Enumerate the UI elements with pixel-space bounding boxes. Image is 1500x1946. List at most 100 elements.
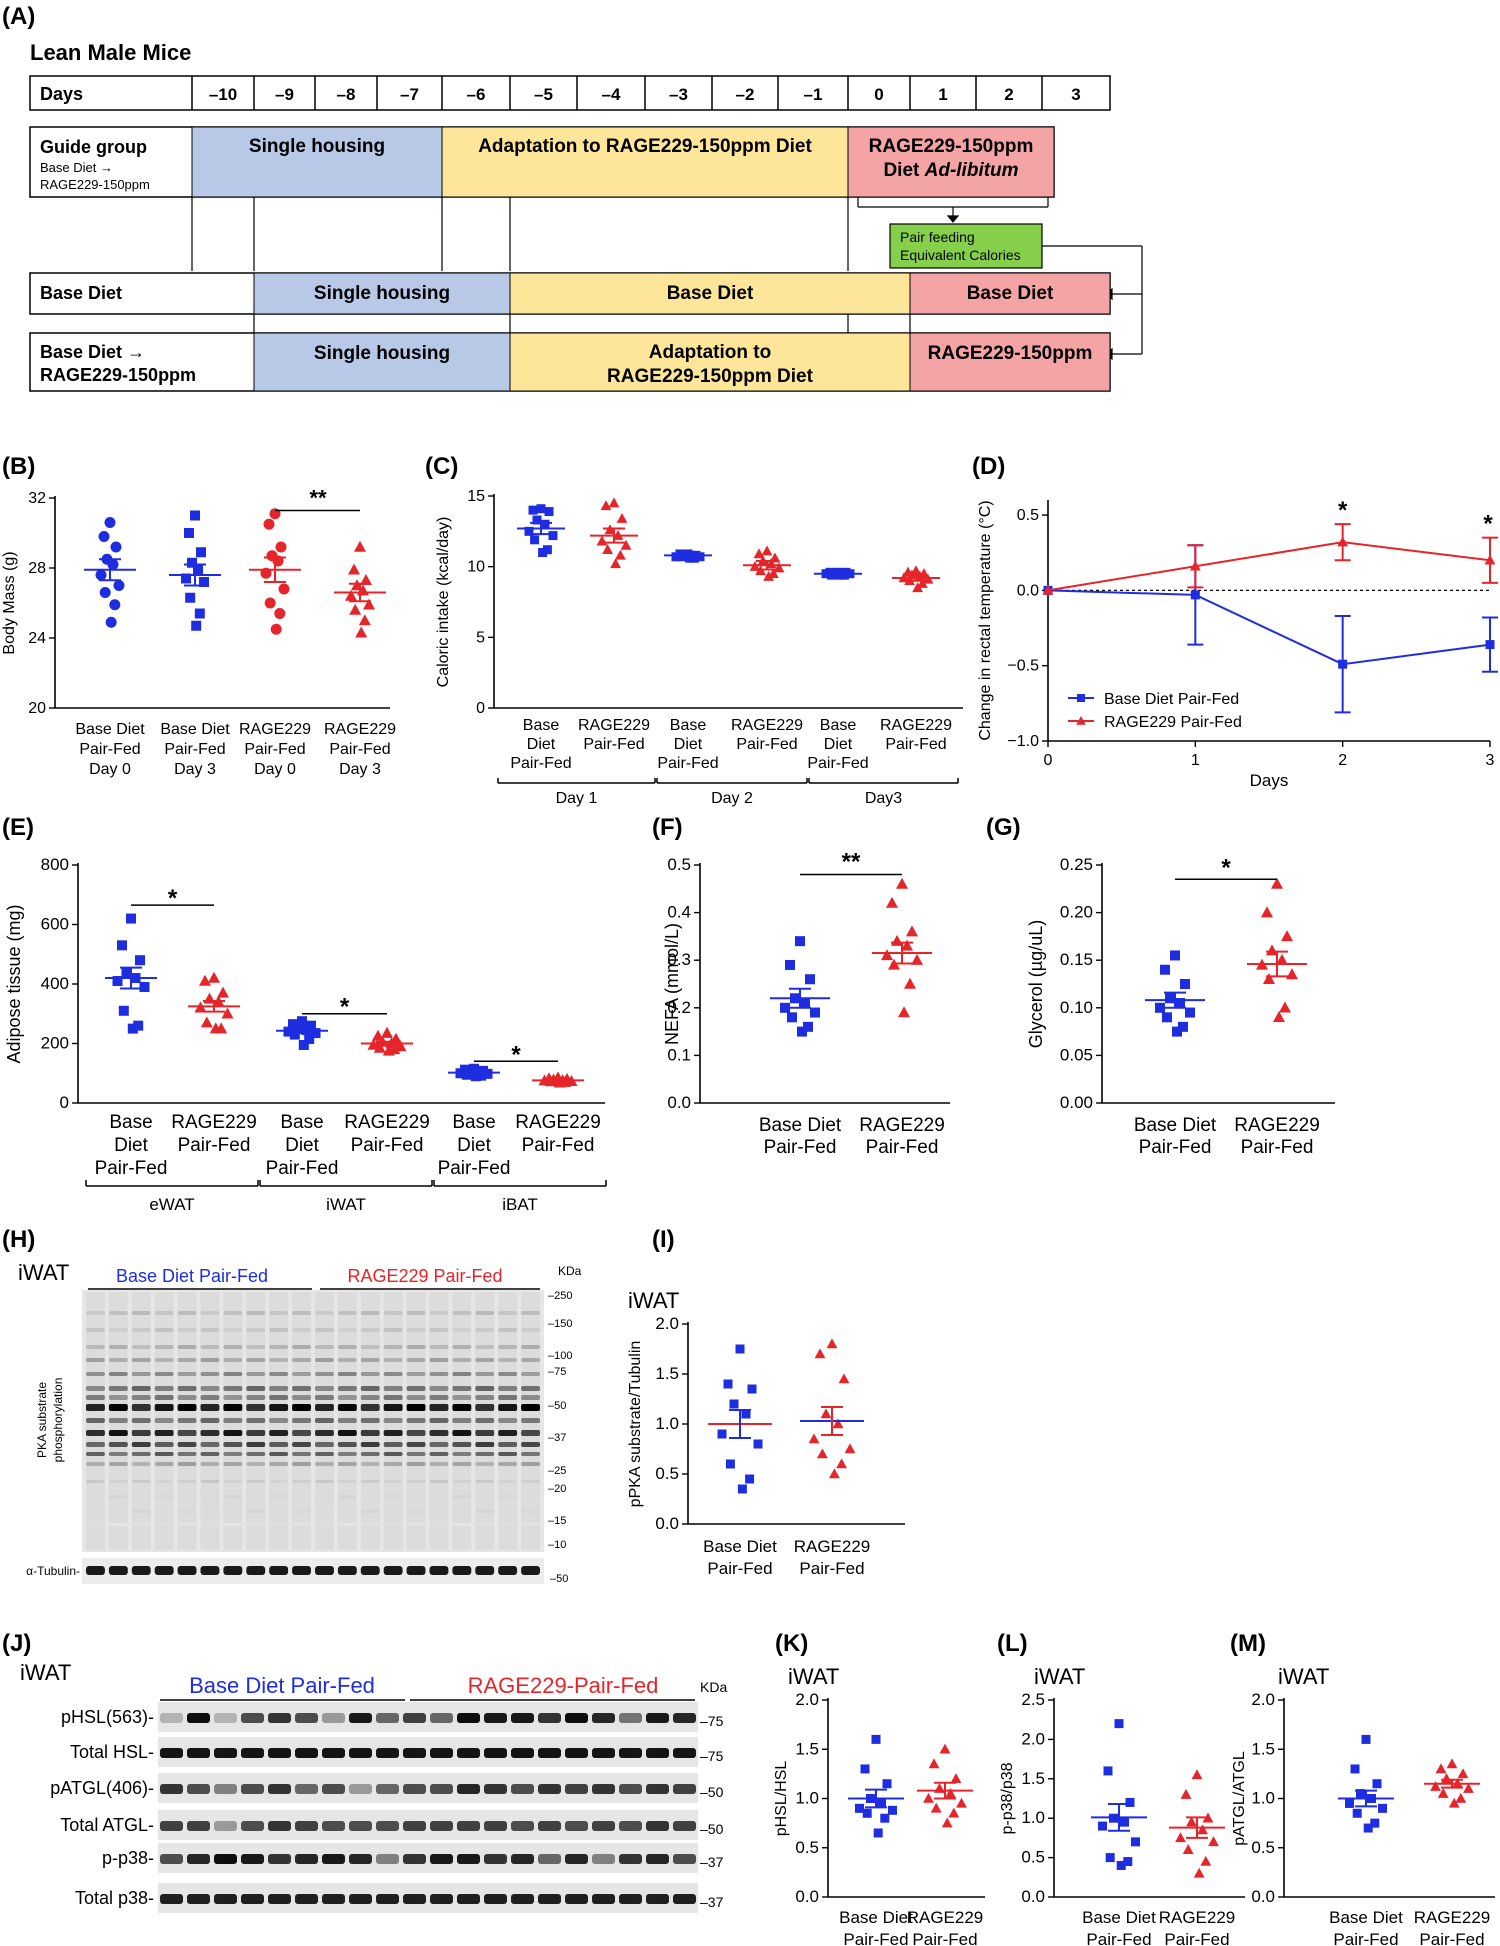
x-tick-label: Pair-Fed xyxy=(807,755,868,772)
blot-band xyxy=(131,1495,151,1498)
blot-band xyxy=(86,1372,105,1376)
y-tick-label: 32 xyxy=(28,490,46,507)
blot-band xyxy=(315,1328,334,1332)
y-tick-label: 15 xyxy=(467,488,485,505)
data-point xyxy=(941,1817,953,1828)
blot-band xyxy=(154,1372,174,1376)
blot-band xyxy=(246,1462,266,1466)
data-point xyxy=(1263,972,1275,984)
blot-band xyxy=(673,1748,696,1758)
data-point xyxy=(950,1773,962,1784)
data-point xyxy=(753,1439,763,1449)
x-tick-label: Base Diet xyxy=(703,1537,777,1556)
y-axis-title: pHSL/HSL xyxy=(773,1761,790,1837)
blot-band xyxy=(241,1854,264,1864)
chart-b-body-mass: 20 24 28 32 Body Mass (g) Base Diet Pair-Fed Da… xyxy=(1,486,396,779)
blot-band xyxy=(406,1480,426,1483)
x-tick-label: RAGE229 xyxy=(794,1537,871,1556)
data-point xyxy=(95,569,107,581)
y-tick-label: 1.5 xyxy=(795,1739,819,1758)
data-point xyxy=(1155,1002,1165,1013)
blot-band xyxy=(246,1418,266,1423)
data-point xyxy=(620,539,632,550)
panel-label-b: (B) xyxy=(2,453,35,480)
tubulin-band xyxy=(521,1566,540,1575)
blot-band xyxy=(86,1404,105,1411)
tubulin-band xyxy=(498,1566,518,1575)
blot-band xyxy=(108,1510,128,1513)
data-point xyxy=(1180,979,1190,989)
blot-band xyxy=(223,1480,243,1483)
blot-band xyxy=(430,1784,453,1794)
data-point xyxy=(482,1068,493,1079)
blot-band xyxy=(292,1452,311,1456)
blot-band xyxy=(292,1442,311,1447)
blot-band xyxy=(322,1713,345,1723)
tubulin-band xyxy=(360,1566,380,1575)
blot-band xyxy=(131,1358,151,1362)
data-point xyxy=(184,528,194,538)
legend-label: Base Diet Pair-Fed xyxy=(1104,691,1239,708)
blot-band xyxy=(383,1442,403,1447)
blot-band xyxy=(315,1345,334,1349)
data-point xyxy=(1120,1817,1129,1827)
blot-band xyxy=(538,1854,561,1864)
chart-c-caloric-intake: 0 5 10 15 Caloric intake (kcal/day) Base Diet P… xyxy=(435,488,963,807)
blot-j-group1: Base Diet Pair-Fed xyxy=(189,1673,375,1698)
blot-band xyxy=(214,1854,237,1864)
x-tick-label: Diet xyxy=(824,736,853,753)
day-label: 0 xyxy=(874,85,883,104)
data-point xyxy=(838,1373,850,1384)
blot-band xyxy=(498,1418,518,1423)
blot-band xyxy=(246,1452,266,1456)
x-tick-label: Pair-Fed xyxy=(438,1158,511,1179)
blot-band xyxy=(521,1442,540,1447)
data-point xyxy=(1266,944,1278,956)
data-point xyxy=(615,549,626,560)
blot-band xyxy=(429,1452,449,1456)
data-point xyxy=(99,587,111,598)
data-point xyxy=(209,1022,222,1034)
y-tick-label: 0.2 xyxy=(667,998,691,1017)
blot-band xyxy=(200,1480,220,1483)
data-point xyxy=(888,1805,897,1815)
tubulin-band xyxy=(177,1566,197,1575)
x-tick-label: Diet xyxy=(285,1135,320,1156)
blot-band xyxy=(337,1452,357,1456)
blot-h-ylabel-2: phosphorylation xyxy=(51,1378,65,1463)
blot-h-membrane xyxy=(82,1290,544,1552)
blot-band xyxy=(269,1311,289,1315)
data-point xyxy=(814,1348,826,1359)
y-tick-label: 1.0 xyxy=(655,1414,679,1433)
x-tick-label: Base xyxy=(280,1112,323,1133)
blot-band xyxy=(292,1358,311,1362)
x-tick-label: Day 0 xyxy=(89,761,131,778)
data-point xyxy=(263,518,275,530)
blot-band xyxy=(337,1358,357,1362)
blot-band xyxy=(376,1821,399,1831)
blot-band xyxy=(200,1345,220,1349)
blot-band xyxy=(337,1386,357,1391)
blot-band xyxy=(475,1480,495,1483)
rage-adaptation-label-2: RAGE229-150ppm Diet xyxy=(607,366,814,387)
blot-j-group2: RAGE229-Pair-Fed xyxy=(468,1673,659,1698)
blot-band xyxy=(246,1328,266,1332)
blot-band xyxy=(592,1854,615,1864)
data-point xyxy=(1286,968,1298,980)
blot-band xyxy=(475,1430,495,1436)
blot-band xyxy=(160,1854,183,1864)
tubulin-band xyxy=(452,1566,472,1575)
x-tick-label: RAGE229 xyxy=(515,1112,601,1133)
blot-band xyxy=(108,1386,128,1391)
blot-h-marker: –75 xyxy=(548,1366,566,1378)
blot-band xyxy=(406,1386,426,1391)
data-point xyxy=(354,540,366,552)
blot-band xyxy=(241,1784,264,1794)
blot-band xyxy=(521,1328,540,1332)
data-point xyxy=(1178,1021,1188,1032)
y-tick-label: 0.5 xyxy=(667,855,691,874)
blot-band xyxy=(337,1480,357,1483)
blot-band xyxy=(292,1372,311,1376)
data-point xyxy=(820,1408,832,1419)
x-tick-label: Pair-Fed xyxy=(1139,1137,1212,1158)
